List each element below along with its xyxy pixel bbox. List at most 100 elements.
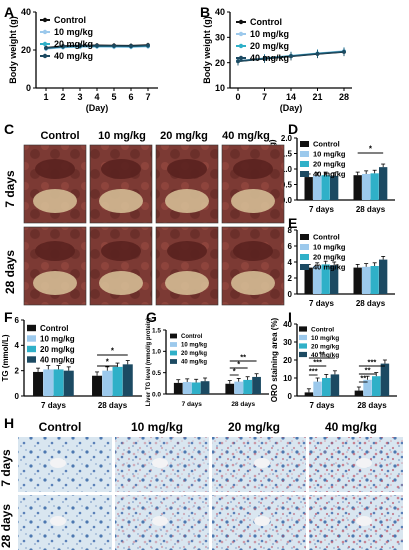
bar xyxy=(321,264,330,294)
legend-label: Control xyxy=(54,15,86,25)
legend-marker xyxy=(42,17,48,23)
significance-mark: ** xyxy=(240,353,246,362)
bar xyxy=(173,382,183,394)
y-tick-label: 0.0 xyxy=(152,391,161,398)
x-tick-label: 7 days xyxy=(309,299,334,308)
data-point xyxy=(129,44,133,49)
panel-letter: C xyxy=(4,121,14,137)
x-tick-label: 28 days xyxy=(231,401,255,408)
central-vein xyxy=(50,458,66,468)
y-tick-label: 8 xyxy=(288,226,293,235)
legend-label: 40 mg/kg xyxy=(181,360,207,366)
photo-panel-c: Control 10 mg/kg 20 mg/kg 40 mg/kg 7 days 28 … xyxy=(3,130,285,306)
liver-region xyxy=(233,159,273,179)
intestine-region xyxy=(231,189,275,213)
y-axis-label: ORO staining area (%) xyxy=(270,317,279,402)
legend-label: Control xyxy=(40,324,68,333)
legend-marker xyxy=(238,31,244,37)
significance-mark: * xyxy=(106,358,110,367)
legend-swatch xyxy=(300,264,309,270)
bar xyxy=(182,382,192,394)
significance-mark: ** xyxy=(365,366,371,375)
x-tick-label: 7 xyxy=(262,92,267,102)
photo-panel-h: Control 10 mg/kg 20 mg/kg 40 mg/kg 7 days 28 … xyxy=(0,420,403,550)
legend-label: 40 mg/kg xyxy=(313,263,346,272)
bar xyxy=(321,175,330,200)
y-tick-label: 4 xyxy=(288,258,293,267)
y-tick-label: 0.5 xyxy=(281,180,293,189)
x-tick-label: 2 xyxy=(60,92,65,102)
significance-mark: * xyxy=(111,347,115,356)
panel-letter: B xyxy=(200,4,210,20)
x-tick-label: 28 days xyxy=(357,401,387,410)
y-axis-label: Body weight (g) xyxy=(202,16,212,84)
bar xyxy=(43,369,54,396)
bar xyxy=(370,266,379,294)
photo-column-label: 10 mg/kg xyxy=(98,130,146,142)
data-point xyxy=(112,44,116,48)
lipid-droplet-overlay xyxy=(309,495,403,550)
photo-row-label: 7 days xyxy=(3,170,17,208)
chart-I: 0 10 20 30 40 ORO staining area (%) 7 days 28 d… xyxy=(270,317,397,410)
liver-region xyxy=(101,241,141,261)
legend-label: Control xyxy=(181,334,203,340)
bar xyxy=(372,376,381,396)
bar xyxy=(92,375,103,396)
histology-column-label: 20 mg/kg xyxy=(228,420,280,434)
histology-row-label: 28 days xyxy=(0,504,13,548)
x-tick-label: 4 xyxy=(94,92,99,102)
y-axis-label: TG (mmol/L) xyxy=(1,334,10,381)
x-tick-label: 6 xyxy=(128,92,133,102)
bar xyxy=(200,381,210,394)
bar xyxy=(329,265,339,294)
legend-label: 10 mg/kg xyxy=(40,334,75,343)
legend-swatch xyxy=(170,333,177,339)
bar xyxy=(53,369,64,396)
legend-swatch xyxy=(299,343,307,349)
bar xyxy=(122,364,133,396)
bar xyxy=(243,379,253,394)
y-tick-label: 6 xyxy=(288,242,293,251)
panel-letter: H xyxy=(4,415,14,431)
legend-swatch xyxy=(27,335,36,342)
legend-label: Control xyxy=(250,17,282,27)
chart-B: 10 20 30 40 0 7 14 21 28 (Day) Body weight (g) Cont… xyxy=(202,7,352,113)
photo-column-label: 20 mg/kg xyxy=(160,130,208,142)
y-tick-label: 0.0 xyxy=(281,196,293,205)
intestine-region xyxy=(33,271,77,295)
x-tick-label: 28 days xyxy=(356,205,386,214)
panel-letter: G xyxy=(146,309,157,325)
photo-column-label: 40 mg/kg xyxy=(222,130,270,142)
legend-label: Control xyxy=(311,326,334,333)
lipid-droplet-overlay xyxy=(309,437,403,492)
legend-label: 20 mg/kg xyxy=(181,351,207,357)
legend-label: 10 mg/kg xyxy=(311,335,339,342)
bar xyxy=(378,167,388,200)
legend-label: 20 mg/kg xyxy=(311,343,339,350)
histology-column-label: Control xyxy=(39,420,82,434)
significance-mark: * xyxy=(233,367,236,376)
legend-swatch xyxy=(170,350,177,356)
x-tick-label: 28 xyxy=(339,92,349,102)
y-tick-label: 0 xyxy=(26,83,31,93)
legend-swatch xyxy=(27,356,36,363)
y-tick-label: 30 xyxy=(283,338,292,347)
y-tick-label: 6 xyxy=(15,316,20,325)
legend-label: 10 mg/kg xyxy=(54,27,93,37)
x-tick-label: 7 days xyxy=(310,401,335,410)
chart-D: 0.00.51.01.52.0Liver weight (g)7 days28 … xyxy=(268,134,395,214)
bar xyxy=(33,371,44,396)
legend-swatch xyxy=(299,334,307,341)
legend-label: 40 mg/kg xyxy=(311,352,339,359)
bar xyxy=(304,177,313,200)
x-tick-label: 5 xyxy=(111,92,116,102)
x-tick-label: 7 days xyxy=(41,401,66,410)
legend-swatch xyxy=(300,151,309,157)
bar xyxy=(63,370,74,396)
intestine-region xyxy=(165,189,209,213)
x-tick-label: 0 xyxy=(235,92,240,102)
intestine-region xyxy=(165,271,209,295)
